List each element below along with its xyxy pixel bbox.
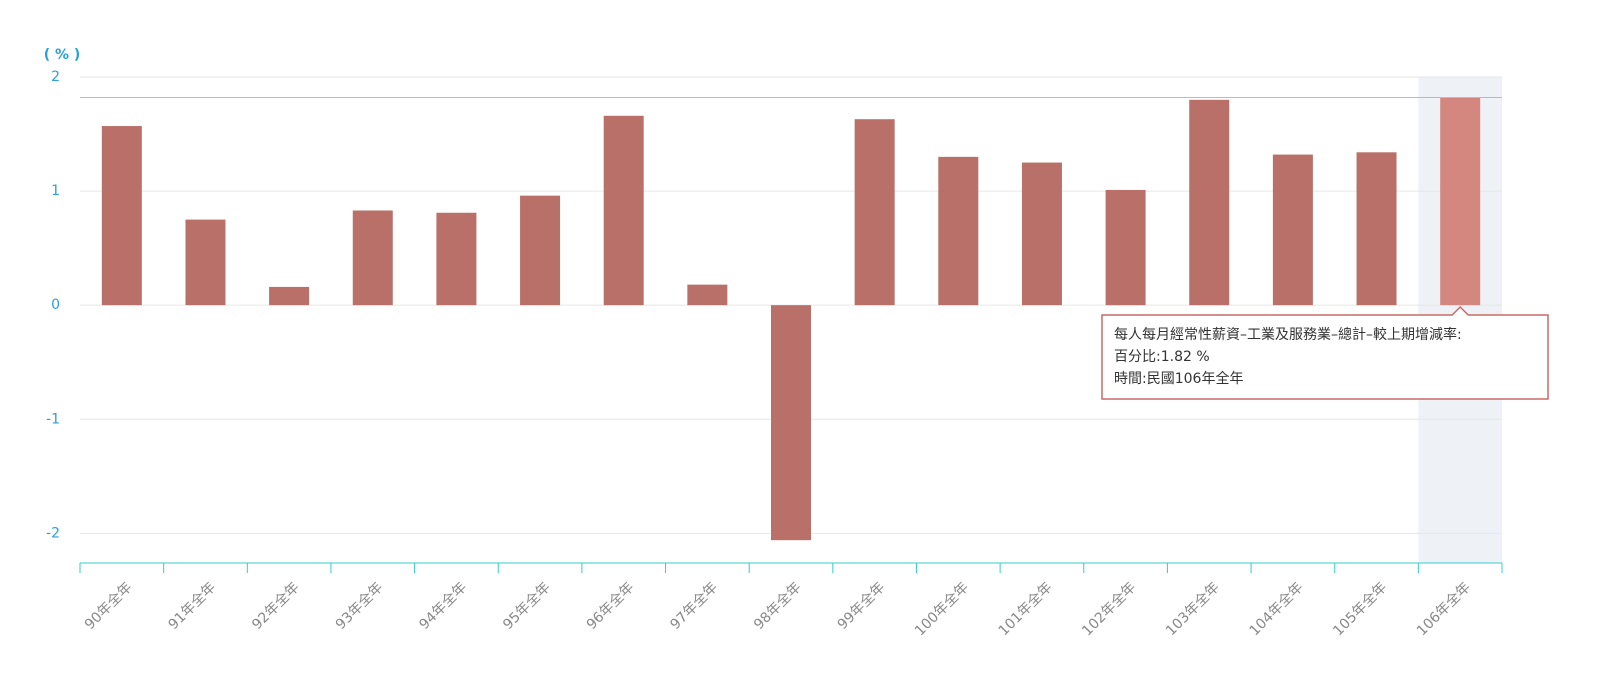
bar [771,305,811,541]
tooltip: 每人每月經常性薪資–工業及服務業–總計–較上期增減率: 百分比:1.82 % 時間:… [1101,305,1549,400]
x-tick-label: 106年全年 [1413,579,1474,640]
x-tick-label: 105年全年 [1330,579,1391,640]
x-tick-label: 96年全年 [583,579,637,633]
x-tick-label: 97年全年 [667,579,721,633]
bar [603,115,644,306]
bar [1105,189,1146,306]
tooltip-line: 時間:民國106年全年 [1114,370,1243,387]
x-tick-label: 104年全年 [1246,579,1307,640]
y-tick-label: 1 [51,183,60,199]
x-tick-label: 101年全年 [995,579,1056,640]
bar [185,219,226,306]
y-axis-unit: ( % ) [44,47,81,63]
bar [352,210,393,306]
tooltip-line: 百分比:1.82 % [1114,349,1210,365]
x-tick-label: 93年全年 [332,579,386,633]
bar [436,212,477,306]
x-tick-label: 99年全年 [834,579,888,633]
bar [269,286,310,306]
x-tick-label: 90年全年 [81,579,135,633]
bar [1356,152,1397,306]
tooltip-line: 每人每月經常性薪資–工業及服務業–總計–較上期增減率: [1114,326,1462,343]
x-tick-label: 91年全年 [165,579,219,633]
bar [1189,99,1230,306]
x-tick-label: 98年全年 [750,579,804,633]
y-tick-label: 2 [51,69,60,85]
y-tick-label: 0 [51,297,60,313]
bar [520,195,561,306]
tooltip-box [1101,305,1549,400]
bar [1272,154,1313,306]
x-tick-label: 102年全年 [1079,579,1140,640]
x-tick-label: 103年全年 [1162,579,1223,640]
y-tick-label: -1 [46,411,60,427]
bar [1440,97,1481,306]
bar [1021,162,1062,306]
bar [854,119,895,306]
x-tick-label: 94年全年 [416,579,470,633]
bar [938,156,979,306]
bar [101,126,142,306]
x-tick-label: 95年全年 [499,579,553,633]
y-tick-label: -2 [46,525,60,541]
x-tick-label: 100年全年 [911,579,972,640]
x-tick-label: 92年全年 [248,579,302,633]
bar [687,284,728,306]
